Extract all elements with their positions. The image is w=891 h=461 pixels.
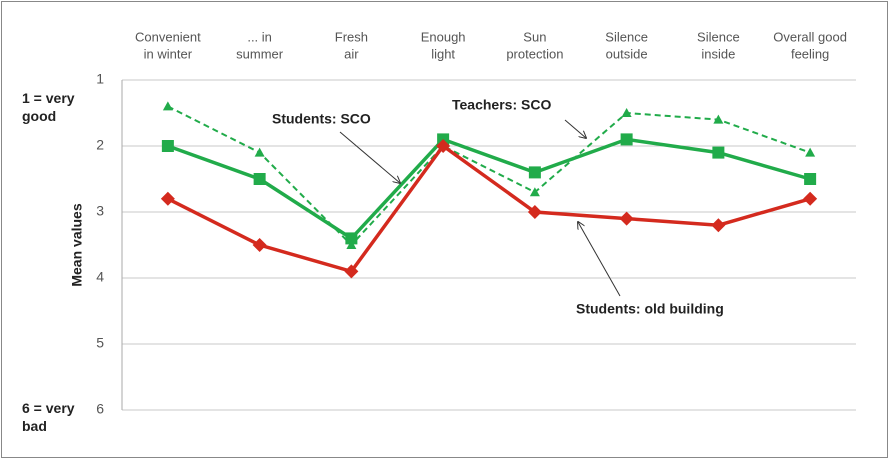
marker (527, 205, 542, 219)
series-label: Students: SCO (272, 111, 371, 127)
marker (803, 191, 818, 206)
x-tick-label: Overall good feeling (773, 30, 847, 62)
marker (253, 173, 266, 185)
annotation: 1 = very good (22, 90, 75, 124)
y-tick-label: 5 (96, 335, 104, 351)
marker (436, 139, 451, 153)
marker (254, 147, 265, 157)
marker (619, 211, 634, 226)
series-line (167, 105, 811, 247)
annotation: 6 = very bad (22, 400, 75, 434)
x-tick-label: Convenient in winter (135, 30, 201, 62)
y-axis-label: Mean values (69, 203, 85, 286)
marker (162, 101, 173, 111)
label-arrow (578, 222, 621, 297)
series-line (167, 143, 811, 274)
marker (804, 173, 817, 185)
marker (160, 191, 175, 206)
y-tick-label: 2 (96, 137, 104, 153)
x-tick-label: Enough light (421, 30, 466, 62)
x-tick-label: Silence outside (605, 30, 648, 62)
y-tick-label: 6 (96, 401, 104, 417)
marker (345, 232, 358, 245)
series-label: Teachers: SCO (452, 97, 551, 113)
y-tick-label: 4 (96, 269, 104, 285)
label-arrow (339, 131, 400, 183)
marker (161, 140, 174, 152)
marker (621, 108, 632, 117)
marker (620, 133, 633, 146)
marker (252, 238, 267, 252)
x-tick-label: Silence inside (697, 30, 740, 62)
marker (346, 240, 357, 249)
marker (713, 114, 724, 124)
y-tick-label: 3 (96, 203, 104, 219)
x-tick-label: Sun protection (506, 30, 563, 62)
marker (711, 218, 726, 233)
marker (712, 146, 725, 159)
marker (528, 166, 541, 179)
marker (344, 264, 359, 279)
marker (529, 187, 540, 197)
label-arrow (564, 119, 586, 138)
x-tick-label: Fresh air (335, 30, 368, 62)
x-tick-label: ... in summer (236, 30, 284, 62)
series-label: Students: old building (576, 301, 724, 317)
marker (805, 147, 816, 157)
series-line (167, 137, 811, 241)
y-tick-label: 1 (96, 71, 104, 87)
